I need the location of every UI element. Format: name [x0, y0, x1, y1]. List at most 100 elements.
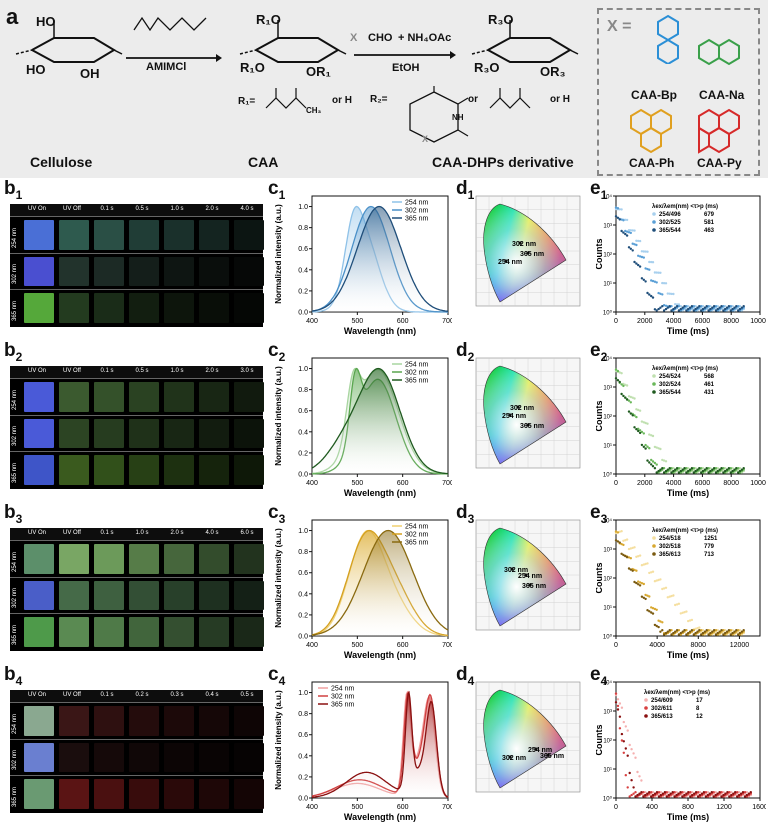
chromaticity-point [526, 423, 530, 427]
decay-point [737, 309, 740, 312]
x-tick-label: 6000 [695, 480, 711, 487]
decay-point [616, 698, 620, 701]
decay-point [620, 552, 623, 555]
spectrum-line [311, 205, 449, 312]
x-tick-label: 12000 [730, 642, 750, 649]
decay-point [620, 732, 624, 736]
decay-point [642, 250, 645, 253]
spectrum-chart-c3: 400 500 600 700 0.0 0.2 0.4 0.6 0.8 1.0 Wavelength… [274, 519, 452, 660]
decay-point [637, 263, 640, 267]
sample-square [199, 256, 229, 287]
decay-point [693, 792, 696, 795]
chromaticity-point [546, 753, 550, 757]
decay-point [740, 630, 744, 633]
decay-point [653, 607, 657, 611]
panel-e1-letter: e [590, 178, 601, 199]
legend-pair: 302/524 [659, 382, 681, 388]
x-tick-label: 1200 [716, 804, 732, 811]
decay-point [685, 610, 688, 613]
sample-square [234, 706, 264, 736]
decay-point [646, 291, 649, 295]
decay-point [644, 791, 647, 794]
decay-point [731, 467, 734, 470]
decay-point [669, 792, 672, 795]
decay-point [728, 791, 731, 794]
decay-point [618, 715, 622, 718]
x-tick-label: 700 [442, 804, 452, 811]
decay-point [651, 793, 655, 797]
y-tick-label: 0.6 [298, 732, 308, 739]
decay-point [683, 791, 686, 794]
y-tick-label: 1.0 [298, 204, 308, 211]
excitation-label: 365 nm [12, 300, 18, 321]
y-tick-label: 10⁰ [603, 472, 613, 479]
decay-point [674, 603, 677, 607]
decay-point [712, 305, 716, 308]
spectrum-fill [312, 368, 448, 474]
x-tick-label: 10000 [750, 480, 766, 487]
decay-point [737, 791, 741, 794]
decay-point [637, 429, 640, 433]
decay-point [707, 305, 710, 308]
y-tick-label: 1.0 [298, 366, 308, 373]
decay-point [648, 260, 651, 264]
decay-point [634, 791, 637, 794]
legend-pair: 254/496 [659, 212, 681, 218]
decay-point [716, 305, 719, 308]
y-axis-label: Counts [596, 563, 604, 594]
decay-point [688, 630, 692, 633]
decay-point [642, 795, 645, 798]
decay-point [624, 218, 627, 221]
decay-point [703, 306, 707, 309]
legend-header: λex/λem(nm) <τ>p (ms) [652, 528, 718, 534]
cellulose-oh-top: HO [36, 14, 56, 29]
decay-point [745, 791, 749, 794]
decay-point [614, 215, 618, 218]
decay-point [683, 611, 686, 614]
time-label: 0.1 s [100, 368, 114, 374]
decay-point [683, 793, 686, 797]
decay-point [620, 372, 623, 375]
decay-point [674, 468, 677, 471]
decay-point [616, 531, 620, 534]
decay-point [651, 279, 655, 283]
decay-point [722, 791, 725, 794]
y-tick-label: 0.6 [298, 570, 308, 577]
decay-point [666, 306, 669, 309]
decay-point [707, 629, 710, 632]
decay-point [670, 633, 673, 636]
panel-c3-letter: c [268, 502, 279, 523]
decay-point [659, 578, 662, 581]
decay-point [627, 556, 631, 559]
chromaticity-point [528, 583, 532, 587]
decay-point [729, 467, 732, 470]
decay-point [708, 792, 711, 795]
legend-marker [652, 220, 656, 224]
decay-point [661, 305, 664, 308]
sample-square [24, 455, 54, 485]
decay-point [620, 229, 623, 233]
decay-point [668, 629, 671, 632]
time-label: 1.0 s [170, 206, 184, 212]
decay-point [664, 307, 668, 311]
y-tick-label: 0.2 [298, 288, 308, 295]
legend-label: 302 nm [405, 532, 429, 539]
decay-point [642, 582, 645, 586]
decay-point [618, 530, 621, 533]
decay-point [705, 467, 708, 470]
time-label: UV On [27, 206, 46, 212]
legend-label: 365 nm [405, 540, 429, 547]
sample-square [164, 256, 194, 287]
decay-point [637, 583, 640, 586]
y-tick-label: 0.4 [298, 753, 308, 760]
panel-c3-label: c3 [268, 502, 285, 526]
decay-point [629, 568, 632, 571]
decay-point [735, 305, 738, 308]
legend-header: λex/λem(nm) <τ>p (ms) [652, 366, 718, 372]
y-tick-label: 10¹ [603, 606, 612, 612]
legend-tau: 581 [704, 220, 715, 226]
panel-b1-letter: b [4, 178, 16, 199]
decay-point [650, 434, 653, 437]
cellulose-label: Cellulose [30, 154, 93, 170]
x-tick-label: 2000 [637, 318, 653, 325]
